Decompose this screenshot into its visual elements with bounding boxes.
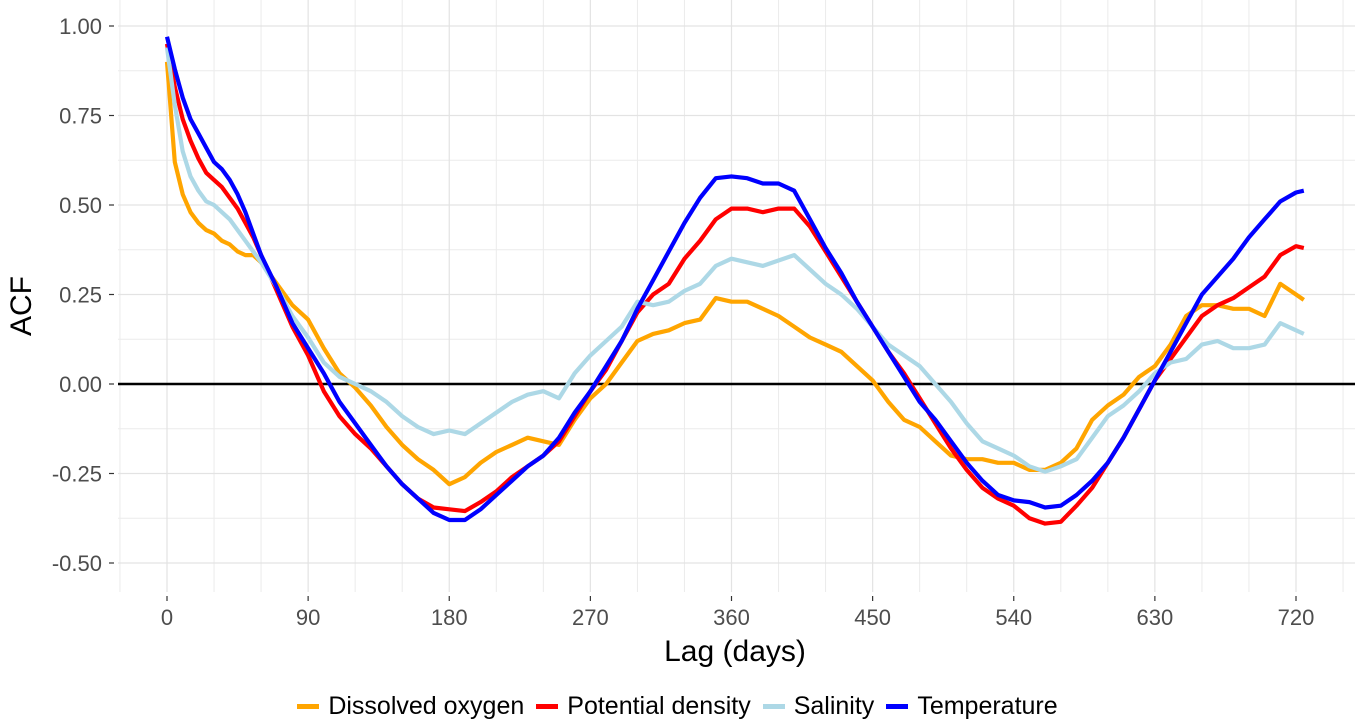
y-tick-label: 0.25: [59, 283, 102, 308]
x-tick-label: 90: [296, 605, 320, 630]
series-line-temperature: [164, 36, 1305, 523]
x-tick-label: 180: [431, 605, 468, 630]
major-gridlines: [118, 0, 1355, 592]
legend-label: Temperature: [917, 692, 1058, 720]
y-tick-label: 0.00: [59, 372, 102, 397]
y-tick-label: 1.00: [59, 14, 102, 39]
y-axis-title: ACF: [5, 276, 38, 336]
x-tick-label: 720: [1278, 605, 1315, 630]
y-tick-label: 0.50: [59, 193, 102, 218]
legend: Dissolved oxygen Potential density Salinit…: [0, 692, 1355, 721]
legend-key-swatch: [297, 704, 320, 709]
x-tick-label: 540: [995, 605, 1032, 630]
legend-label: Dissolved oxygen: [328, 692, 525, 720]
legend-label: Potential density: [567, 692, 751, 720]
legend-item-salinity[interactable]: Salinity: [762, 692, 875, 721]
x-axis: 0 90 180 270 360 450 540 630 720: [161, 596, 1314, 630]
legend-key-swatch: [886, 704, 909, 709]
legend-label: Salinity: [793, 692, 875, 720]
legend-item-temperature[interactable]: Temperature: [886, 692, 1058, 721]
x-tick-label: 450: [854, 605, 891, 630]
legend-key-swatch: [536, 704, 559, 709]
series-lines: [164, 36, 1305, 526]
legend-item-dissolved-oxygen[interactable]: Dissolved oxygen: [297, 692, 524, 721]
x-tick-label: 630: [1137, 605, 1174, 630]
legend-item-potential-density[interactable]: Potential density: [536, 692, 751, 721]
y-tick-label: 0.75: [59, 104, 102, 129]
y-axis: 1.00 0.75 0.50 0.25 0.00 -0.25 -0.50: [52, 14, 114, 576]
y-tick-label: -0.25: [52, 462, 102, 487]
series-line-dissolved-oxygen: [164, 61, 1305, 487]
x-tick-label: 360: [713, 605, 750, 630]
series-line-salinity: [164, 47, 1305, 474]
x-axis-title: Lag (days): [664, 635, 806, 668]
legend-key-swatch: [762, 704, 785, 709]
minor-gridlines: [118, 0, 1355, 592]
y-tick-label: -0.50: [52, 551, 102, 576]
x-tick-label: 270: [572, 605, 609, 630]
x-tick-label: 0: [161, 605, 173, 630]
